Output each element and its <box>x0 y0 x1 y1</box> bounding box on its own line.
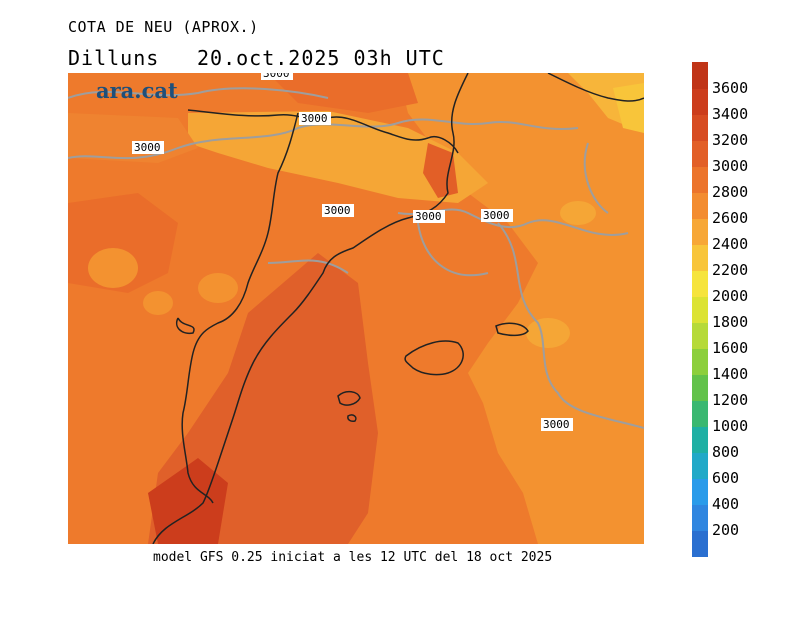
legend-color-step <box>692 478 708 505</box>
contour-label-box <box>261 73 293 80</box>
contour-label: 3000 <box>483 209 510 222</box>
legend-tick-label: 1000 <box>712 417 749 435</box>
legend-color-step <box>692 88 708 115</box>
legend-tick-label: 400 <box>712 495 740 513</box>
contour-label-box <box>299 112 331 125</box>
legend-tick-label: 1400 <box>712 365 749 383</box>
forecast-day: Dilluns <box>68 46 160 70</box>
color-legend <box>692 62 708 557</box>
legend-color-step <box>692 426 708 453</box>
contour-label: 3000 <box>324 204 351 217</box>
legend-color-step <box>692 218 708 245</box>
legend-tick-label: 2200 <box>712 261 749 279</box>
field-3200-top <box>268 73 418 113</box>
legend-color-step <box>692 322 708 349</box>
field-3000-nw <box>68 113 198 163</box>
legend-tick-label: 600 <box>712 469 740 487</box>
border-line <box>176 317 195 335</box>
contour-label-box <box>322 204 354 217</box>
field-2600-north <box>188 111 488 203</box>
legend-tick-label: 2600 <box>712 209 749 227</box>
island-menorca <box>495 322 529 337</box>
legend-tick-label: 2400 <box>712 235 749 253</box>
legend-tick-label: 800 <box>712 443 740 461</box>
border-line <box>547 73 644 102</box>
legend-tick-label: 1800 <box>712 313 749 331</box>
contour-line <box>417 222 489 277</box>
aracat-logo: ara.cat <box>96 78 178 103</box>
field-2800-east <box>398 73 644 544</box>
footer-model-info: model GFS 0.25 iniciat a les 12 UTC del … <box>153 550 553 565</box>
legend-color-step <box>692 114 708 141</box>
contour-label: 3000 <box>543 418 570 431</box>
legend-color-step <box>692 166 708 193</box>
legend-color-step <box>692 140 708 167</box>
field-3400-south <box>148 458 228 544</box>
legend-tick-label: 2000 <box>712 287 749 305</box>
field-2400-ne <box>613 83 644 133</box>
legend-tick-label: 1200 <box>712 391 749 409</box>
forecast-datetime: 20.oct.2025 03h UTC <box>197 46 445 70</box>
field-blob-1 <box>88 248 138 288</box>
legend-color-step <box>692 504 708 531</box>
legend-color-step <box>692 270 708 297</box>
contour-label: 3000 <box>134 141 161 154</box>
island-ibiza <box>337 390 361 406</box>
map-title: COTA DE NEU (APROX.) <box>68 18 259 36</box>
contour-label-box <box>541 418 573 431</box>
border-line <box>181 112 299 504</box>
legend-tick-label: 3400 <box>712 105 749 123</box>
legend-color-step <box>692 452 708 479</box>
legend-tick-label: 3600 <box>712 79 749 97</box>
legend-tick-label: 3200 <box>712 131 749 149</box>
field-blob-4 <box>526 318 570 348</box>
island-formentera <box>347 414 357 422</box>
legend-color-step <box>692 244 708 271</box>
legend-color-step <box>692 348 708 375</box>
legend-color-step <box>692 530 708 557</box>
legend-color-step <box>692 374 708 401</box>
contour-label: 3000 <box>263 73 290 80</box>
island-mallorca <box>404 340 464 376</box>
contour-label-box <box>413 210 445 223</box>
legend-color-step <box>692 296 708 323</box>
coastline <box>152 73 469 544</box>
contour-labels: 3000 3000 3000 3000 3000 3000 3000 <box>132 73 573 431</box>
contour-line <box>68 87 329 99</box>
contour-label-box <box>481 209 513 222</box>
snow-level-map: 3000 3000 3000 3000 3000 3000 3000 ara.c… <box>68 73 644 544</box>
field-blob-3 <box>198 273 238 303</box>
legend-tick-label: 2800 <box>712 183 749 201</box>
field-3200-inland <box>423 143 458 198</box>
contour-label: 3000 <box>301 112 328 125</box>
contour-label-box <box>132 141 164 154</box>
contour-line <box>497 222 644 429</box>
field-blob-5 <box>560 201 596 225</box>
legend-tick-label: 1600 <box>712 339 749 357</box>
map-canvas: 3000 3000 3000 3000 3000 3000 3000 <box>68 73 644 544</box>
contour-line <box>267 259 349 274</box>
field-blob-2 <box>143 291 173 315</box>
contour-label: 3000 <box>415 210 442 223</box>
border-line <box>187 109 459 154</box>
legend-tick-label: 3000 <box>712 157 749 175</box>
legend-color-step <box>692 62 708 89</box>
legend-color-step <box>692 192 708 219</box>
legend-tick-label: 200 <box>712 521 740 539</box>
legend-color-step <box>692 400 708 427</box>
contour-line <box>583 142 609 214</box>
coastlines <box>152 73 644 544</box>
